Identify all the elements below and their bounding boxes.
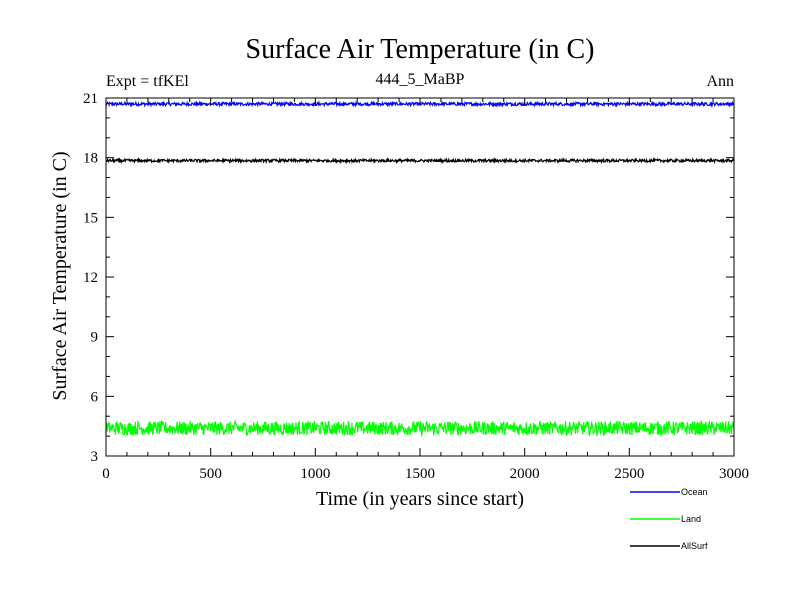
series-allsurf-line (105, 156, 735, 165)
x-axis-label: Time (in years since start) (316, 488, 524, 510)
experiment-label: Expt = tfKEl (106, 73, 189, 90)
chart-title: Surface Air Temperature (in C) (246, 34, 595, 65)
y-tick-label: 21 (83, 91, 98, 107)
run-label: 444_5_MaBP (376, 71, 465, 88)
plot-frame (105, 97, 735, 457)
x-tick-label: 0 (102, 466, 110, 482)
y-axis-label: Surface Air Temperature (in C) (49, 151, 71, 400)
legend-label-allsurf: AllSurf (681, 541, 708, 551)
legend: Ocean Land AllSurf (630, 487, 708, 551)
y-tick-label: 9 (91, 330, 99, 346)
x-tick-label: 500 (199, 466, 222, 482)
y-tick-label: 18 (83, 151, 98, 167)
y-tick-label: 15 (83, 210, 98, 226)
series-layer (105, 100, 735, 438)
series-land-line (105, 419, 735, 438)
period-label: Ann (706, 73, 734, 90)
y-tick-label: 6 (91, 389, 99, 405)
x-tick-label: 1500 (405, 466, 435, 482)
legend-label-ocean: Ocean (681, 487, 708, 497)
x-tick-label: 3000 (719, 466, 749, 482)
y-tick-label: 3 (91, 449, 99, 465)
axes-layer: 0 500 1000 1500 2000 2500 3000 3 6 9 12 15 18 21 (83, 91, 749, 482)
legend-label-land: Land (681, 514, 701, 524)
x-tick-label: 2000 (510, 466, 540, 482)
x-tick-label: 2500 (614, 466, 644, 482)
y-tick-label: 12 (83, 270, 98, 286)
x-tick-label: 1000 (300, 466, 330, 482)
